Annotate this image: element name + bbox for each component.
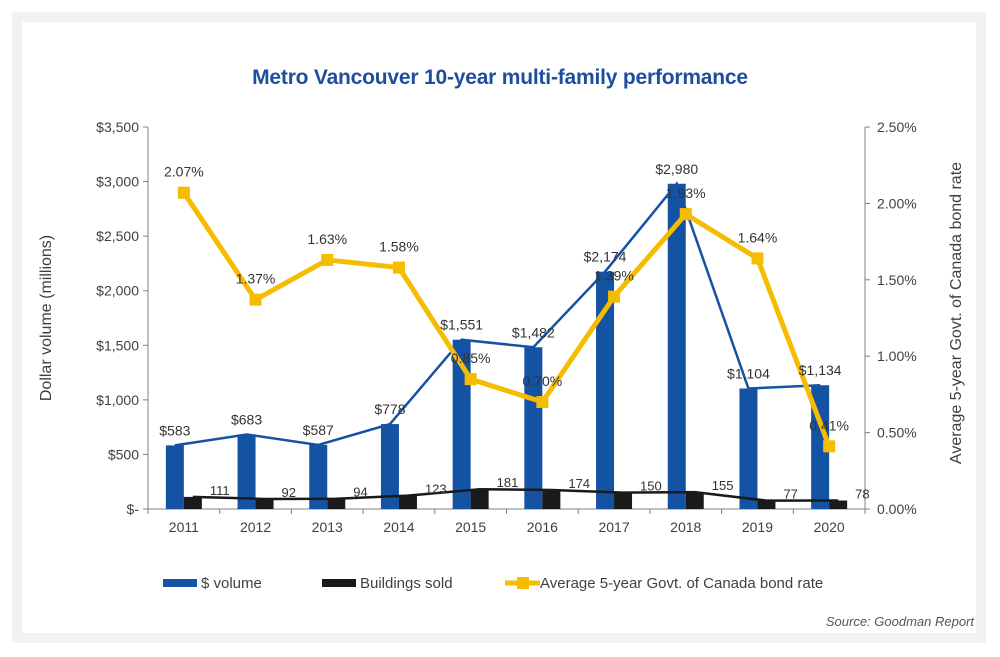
buildings-bar	[542, 490, 561, 509]
buildings-bar	[255, 498, 274, 509]
bond-rate-data-label: 1.58%	[379, 239, 419, 255]
volume-bar	[380, 424, 399, 509]
buildings-data-label: 77	[783, 487, 797, 502]
volume-data-label: $2,980	[655, 161, 698, 177]
x-tick-label: 2012	[240, 519, 271, 535]
x-tick-label: 2015	[455, 519, 486, 535]
buildings-data-label: 123	[425, 482, 447, 497]
right-tick-label: 2.50%	[877, 119, 917, 135]
volume-data-label: $683	[231, 411, 262, 427]
bond-rate-marker	[679, 208, 692, 221]
buildings-data-label: 111	[210, 483, 230, 498]
right-tick-label: 1.50%	[877, 272, 917, 288]
x-tick-label: 2017	[598, 519, 629, 535]
y-axis-title: Dollar volume (millions)	[38, 235, 55, 401]
x-tick-label: 2019	[742, 519, 773, 535]
buildings-data-label: 94	[353, 485, 367, 500]
left-tick-label: $2,500	[96, 228, 139, 244]
volume-bar	[309, 444, 328, 509]
buildings-data-label: 174	[568, 476, 590, 491]
bond-rate-line	[181, 191, 832, 448]
volume-bar	[237, 434, 256, 509]
volume-data-label: $1,482	[512, 324, 555, 340]
bond-rate-data-label: 0.70%	[522, 373, 562, 389]
buildings-bar	[685, 492, 704, 509]
x-tick-label: 2018	[670, 519, 701, 535]
left-tick-label: $1,000	[96, 392, 139, 408]
chart-title: Metro Vancouver 10-year multi-family per…	[252, 66, 748, 89]
bond-rate-marker	[536, 396, 549, 409]
bond-rate-marker	[464, 373, 477, 386]
legend-bond-label: Average 5-year Govt. of Canada bond rate	[540, 575, 823, 592]
left-tick-label: $-	[127, 501, 140, 517]
bond-rate-data-label: 1.64%	[738, 229, 778, 245]
legend-volume-label: $ volume	[201, 575, 262, 592]
volume-data-label: $778	[374, 401, 405, 417]
volume-data-label: $1,104	[727, 366, 770, 382]
y2-axis-title: Average 5-year Govt. of Canada bond rate	[948, 162, 965, 464]
bond-rate-data-label: 2.07%	[164, 164, 204, 180]
x-tick-label: 2013	[312, 519, 343, 535]
bond-rate-marker	[177, 186, 190, 199]
left-tick-label: $3,500	[96, 119, 139, 135]
buildings-bar	[614, 492, 633, 509]
bond-rate-data-label: 1.93%	[666, 185, 706, 201]
buildings-bar	[327, 498, 346, 509]
buildings-data-label: 155	[712, 478, 734, 493]
bond-rate-data-label: 1.37%	[236, 271, 276, 287]
bond-rate-data-label: 0.41%	[809, 417, 849, 433]
volume-data-label: $583	[159, 422, 190, 438]
chart-card	[22, 22, 976, 633]
x-tick-label: 2011	[169, 519, 199, 535]
bond-rate-data-label: 1.39%	[594, 268, 634, 284]
buildings-bar	[829, 500, 848, 509]
volume-bar	[739, 388, 758, 509]
bond-rate-marker	[392, 261, 405, 274]
source-note: Source: Goodman Report	[825, 614, 974, 629]
volume-bar	[596, 271, 615, 509]
buildings-bar	[183, 496, 202, 509]
bond-rate-marker	[608, 290, 621, 303]
legend-buildings-label: Buildings sold	[360, 575, 453, 592]
buildings-line	[192, 487, 839, 502]
buildings-data-label: 150	[640, 479, 662, 494]
volume-data-label: $587	[303, 422, 334, 438]
left-tick-label: $500	[108, 446, 139, 462]
buildings-bar	[398, 495, 417, 509]
volume-data-label: $1,551	[440, 317, 483, 333]
buildings-data-label: 92	[282, 485, 296, 500]
legend-bond-marker	[517, 577, 529, 589]
volume-bar	[667, 183, 686, 510]
left-tick-label: $3,000	[96, 174, 139, 190]
x-tick-label: 2014	[383, 519, 414, 535]
buildings-data-label: 181	[497, 475, 519, 490]
bond-rate-marker	[321, 253, 334, 266]
right-tick-label: 2.00%	[877, 195, 917, 211]
bond-rate-marker	[823, 440, 836, 453]
buildings-bar	[757, 500, 776, 509]
bond-rate-marker	[751, 252, 764, 265]
right-tick-label: 0.00%	[877, 501, 917, 517]
left-tick-label: $1,500	[96, 337, 139, 353]
volume-data-label: $2,174	[584, 249, 627, 265]
right-tick-label: 0.50%	[877, 425, 917, 441]
volume-line	[174, 181, 821, 447]
bond-rate-marker	[249, 293, 262, 306]
buildings-data-label: 78	[855, 486, 869, 501]
x-tick-label: 2016	[527, 519, 558, 535]
right-tick-label: 1.00%	[877, 348, 917, 364]
buildings-bar	[470, 489, 489, 509]
left-tick-label: $2,000	[96, 283, 139, 299]
volume-bar	[165, 445, 184, 509]
volume-bar	[524, 347, 543, 509]
bond-rate-data-label: 0.85%	[451, 350, 491, 366]
volume-data-label: $1,134	[799, 362, 842, 378]
x-tick-label: 2020	[814, 519, 845, 535]
bond-rate-data-label: 1.63%	[307, 231, 347, 247]
